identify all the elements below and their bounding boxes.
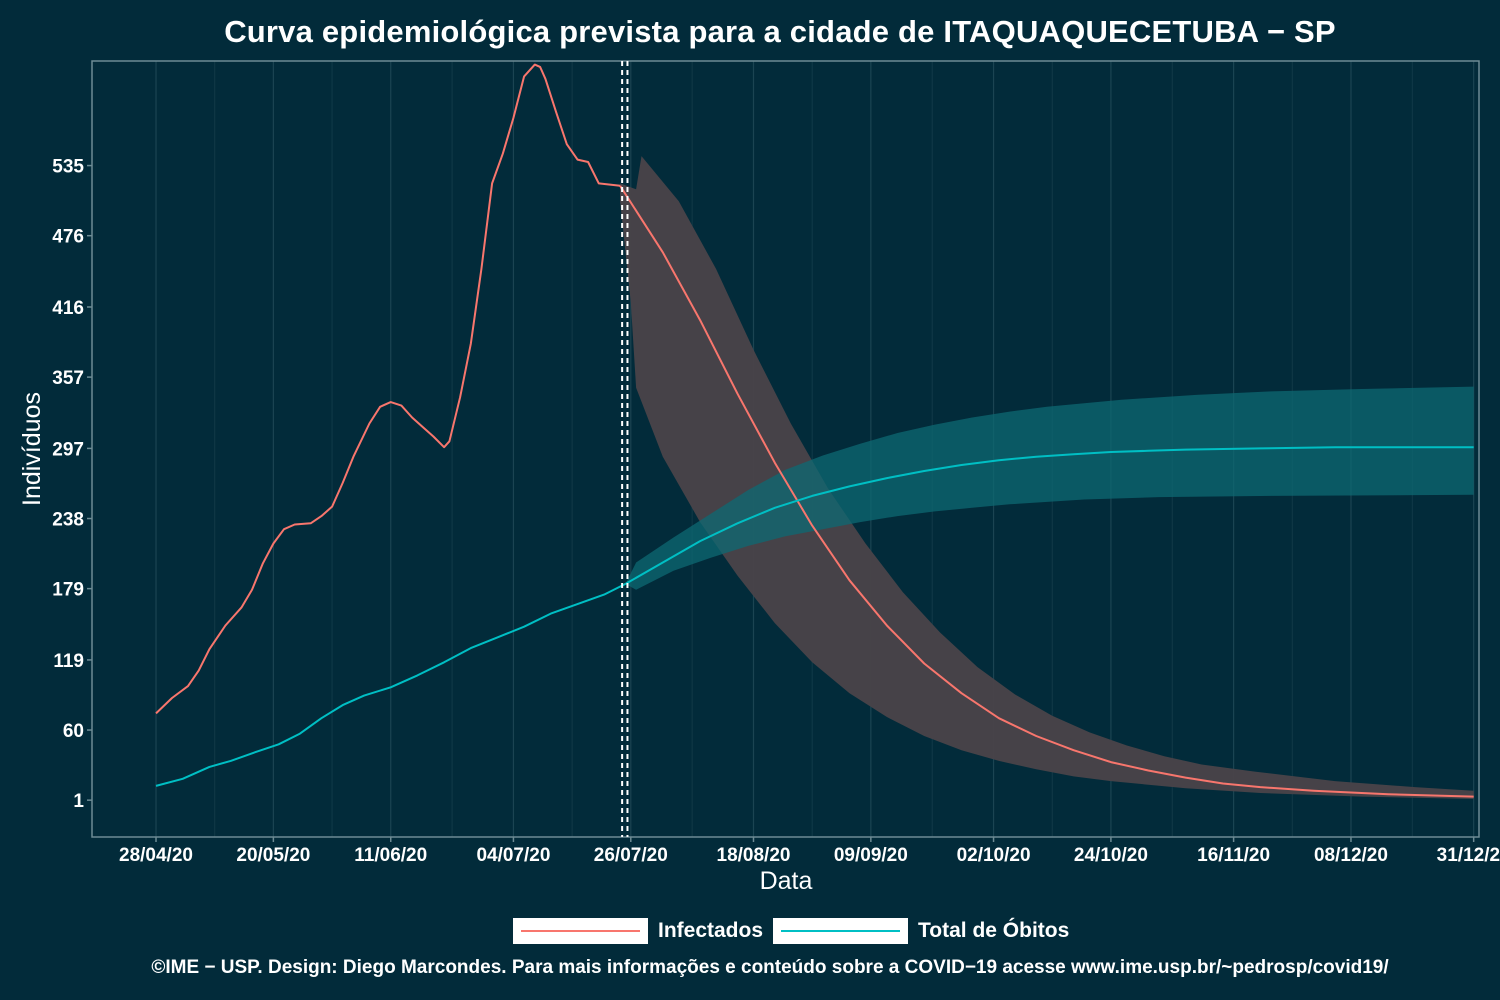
y-axis-title: Indivíduos [18, 392, 46, 506]
x-tick-label: 16/11/20 [1197, 845, 1270, 866]
y-tick-label: 297 [52, 439, 84, 460]
x-tick-label: 18/08/20 [717, 845, 791, 866]
confidence-bands [620, 156, 1474, 800]
line-obitos-observed [155, 583, 626, 787]
y-tick-label: 357 [52, 368, 84, 389]
y-tick-label: 179 [52, 580, 84, 601]
y-tick-label: 416 [52, 298, 84, 319]
band-infectados [620, 156, 1474, 800]
x-tick-label: 09/09/20 [834, 845, 908, 866]
x-tick-label: 08/12/20 [1314, 845, 1388, 866]
y-tick-label: 535 [52, 157, 84, 178]
footer-credit: ©IME − USP. Design: Diego Marcondes. Par… [151, 957, 1389, 978]
legend-key-obitos [773, 918, 909, 944]
x-axis-title: Data [760, 867, 813, 895]
series-lines [155, 63, 1474, 798]
y-tick-label: 1 [73, 791, 84, 812]
line-infectados-observed [155, 63, 621, 715]
y-tick-label: 238 [52, 510, 84, 531]
legend: Infectados Total de Óbitos [513, 918, 1079, 944]
x-tick-label: 20/05/20 [236, 845, 310, 866]
x-tick-label: 04/07/20 [476, 845, 550, 866]
y-axis-ticks: 1 60 119 179 238 297 357 416 476 535 [52, 157, 92, 812]
line-infectados-forecast [619, 185, 1474, 798]
x-tick-label: 31/12/20 [1437, 845, 1500, 866]
y-tick-label: 119 [53, 651, 84, 672]
x-axis-ticks: 28/04/20 20/05/20 11/06/20 04/07/20 26/07/20… [119, 837, 1500, 866]
chart-title: Curva epidemiológica prevista para a cid… [224, 14, 1336, 49]
band-obitos [625, 386, 1474, 590]
forecast-start-lines [621, 61, 629, 837]
x-tick-label: 28/04/20 [119, 845, 193, 866]
x-tick-label: 24/10/20 [1074, 845, 1148, 866]
legend-label-obitos: Total de Óbitos [918, 919, 1070, 942]
y-tick-label: 60 [63, 721, 84, 742]
legend-key-infectados [513, 918, 648, 944]
legend-label-infectados: Infectados [658, 919, 764, 942]
y-tick-label: 476 [52, 227, 84, 248]
x-tick-label: 02/10/20 [957, 845, 1031, 866]
line-obitos-forecast [625, 446, 1474, 585]
x-tick-label: 26/07/20 [594, 845, 668, 866]
x-tick-label: 11/06/20 [354, 845, 427, 866]
